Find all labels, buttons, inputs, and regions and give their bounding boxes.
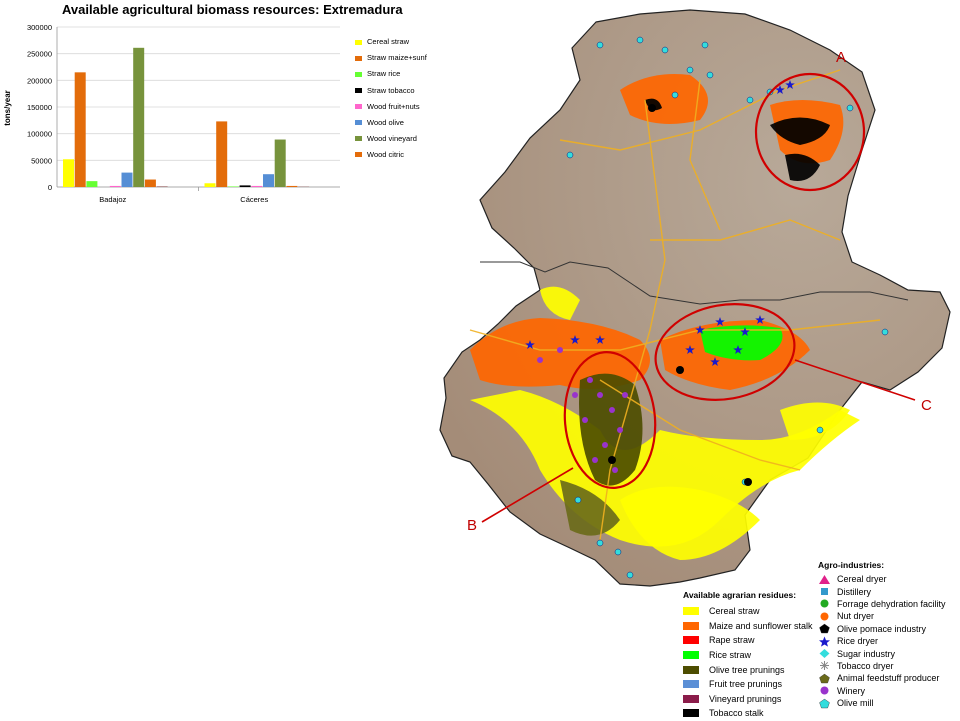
label-b: B (467, 517, 477, 534)
winery-marker (587, 377, 593, 383)
residue-legend-item: Olive tree prunings (683, 662, 813, 677)
agro-legend-label: Olive mill (837, 698, 874, 708)
agro-legend-item: Nut dryer (818, 610, 946, 622)
residue-legend-swatch (683, 636, 699, 644)
olive-pomace-marker (744, 478, 752, 486)
winery-marker (612, 467, 618, 473)
agro-legend-label: Animal feedstuff producer (837, 673, 939, 683)
olive-mill-marker (817, 427, 823, 433)
residue-legend-swatch (683, 622, 699, 630)
agro-legend-label: Cereal dryer (837, 574, 887, 584)
olive-mill-marker (702, 42, 708, 48)
olive-mill-marker (627, 572, 633, 578)
winery-marker (602, 442, 608, 448)
olive-mill-marker (615, 549, 621, 555)
winery-marker (609, 407, 615, 413)
olive-mill-marker (672, 92, 678, 98)
residue-legend-item: Rape straw (683, 633, 813, 648)
olive-mill-marker (707, 72, 713, 78)
residues-legend: Available agrarian residues: Cereal stra… (683, 590, 813, 721)
olive-mill-marker (662, 47, 668, 53)
triangle-icon (818, 574, 831, 585)
agro-legend-label: Tobacco dryer (837, 661, 894, 671)
residue-legend-label: Maize and sunflower stalk (709, 621, 813, 631)
circle-icon (818, 611, 831, 622)
winery-marker (572, 392, 578, 398)
residue-legend-swatch (683, 680, 699, 688)
agro-legend-item: Tobacco dryer (818, 660, 946, 672)
olive-mill-marker (882, 329, 888, 335)
agro-industries-legend: Agro-industries: Cereal dryer Distillery F… (818, 560, 946, 709)
agro-legend-label: Rice dryer (837, 636, 878, 646)
olive-mill-marker (847, 105, 853, 111)
agro-legend-label: Distillery (837, 587, 871, 597)
residue-legend-item: Rice straw (683, 648, 813, 663)
residue-legend-swatch (683, 709, 699, 717)
winery-marker (537, 357, 543, 363)
residue-legend-label: Rape straw (709, 635, 755, 645)
agro-legend-label: Olive pomace industry (837, 624, 926, 634)
residue-legend-item: Cereal straw (683, 604, 813, 619)
pentagon-icon (818, 698, 831, 709)
agro-legend-label: Winery (837, 686, 865, 696)
agro-legend-label: Forrage dehydration facility (837, 599, 946, 609)
olive-mill-marker (637, 37, 643, 43)
agro-legend-item: Sugar industry (818, 647, 946, 659)
pentagon-icon (818, 673, 831, 684)
square-icon (818, 586, 831, 597)
residues-legend-title: Available agrarian residues: (683, 590, 813, 600)
pentagon-icon (818, 623, 831, 634)
winery-marker (557, 347, 563, 353)
agro-legend-item: Distillery (818, 585, 946, 597)
agro-legend-item: Animal feedstuff producer (818, 672, 946, 684)
asterisk-icon (818, 660, 831, 671)
olive-mill-marker (597, 42, 603, 48)
residue-legend-swatch (683, 651, 699, 659)
olive-mill-marker (575, 497, 581, 503)
label-c: C (921, 397, 932, 414)
agro-legend-item: Cereal dryer (818, 573, 946, 585)
winery-marker (592, 457, 598, 463)
circle-icon (818, 685, 831, 696)
agro-legend-item: Forrage dehydration facility (818, 598, 946, 610)
residue-legend-item: Fruit tree prunings (683, 677, 813, 692)
residue-legend-swatch (683, 666, 699, 674)
residue-legend-label: Cereal straw (709, 606, 760, 616)
residue-legend-label: Olive tree prunings (709, 665, 785, 675)
agro-legend-label: Nut dryer (837, 611, 874, 621)
olive-mill-marker (567, 152, 573, 158)
agro-legend-item: Winery (818, 685, 946, 697)
winery-marker (597, 392, 603, 398)
agro-legend-item: Rice dryer (818, 635, 946, 647)
circle-icon (818, 598, 831, 609)
winery-marker (582, 417, 588, 423)
olive-mill-marker (747, 97, 753, 103)
olive-pomace-marker (648, 104, 656, 112)
agro-legend-label: Sugar industry (837, 649, 895, 659)
residue-legend-item: Maize and sunflower stalk (683, 619, 813, 634)
olive-mill-marker (687, 67, 693, 73)
label-a: A (836, 49, 846, 66)
winery-marker (617, 427, 623, 433)
winery-marker (622, 392, 628, 398)
residue-legend-label: Rice straw (709, 650, 751, 660)
olive-pomace-marker (608, 456, 616, 464)
residue-legend-label: Tobacco stalk (709, 708, 764, 718)
agro-legend-title: Agro-industries: (818, 560, 946, 570)
olive-pomace-marker (676, 366, 684, 374)
residue-legend-label: Fruit tree prunings (709, 679, 782, 689)
olive-mill-marker (597, 540, 603, 546)
extremadura-map (0, 0, 960, 699)
residue-legend-item: Tobacco stalk (683, 706, 813, 721)
agro-legend-item: Olive pomace industry (818, 623, 946, 635)
residue-legend-swatch (683, 607, 699, 615)
diamond-icon (818, 648, 831, 659)
star-icon (818, 636, 831, 647)
